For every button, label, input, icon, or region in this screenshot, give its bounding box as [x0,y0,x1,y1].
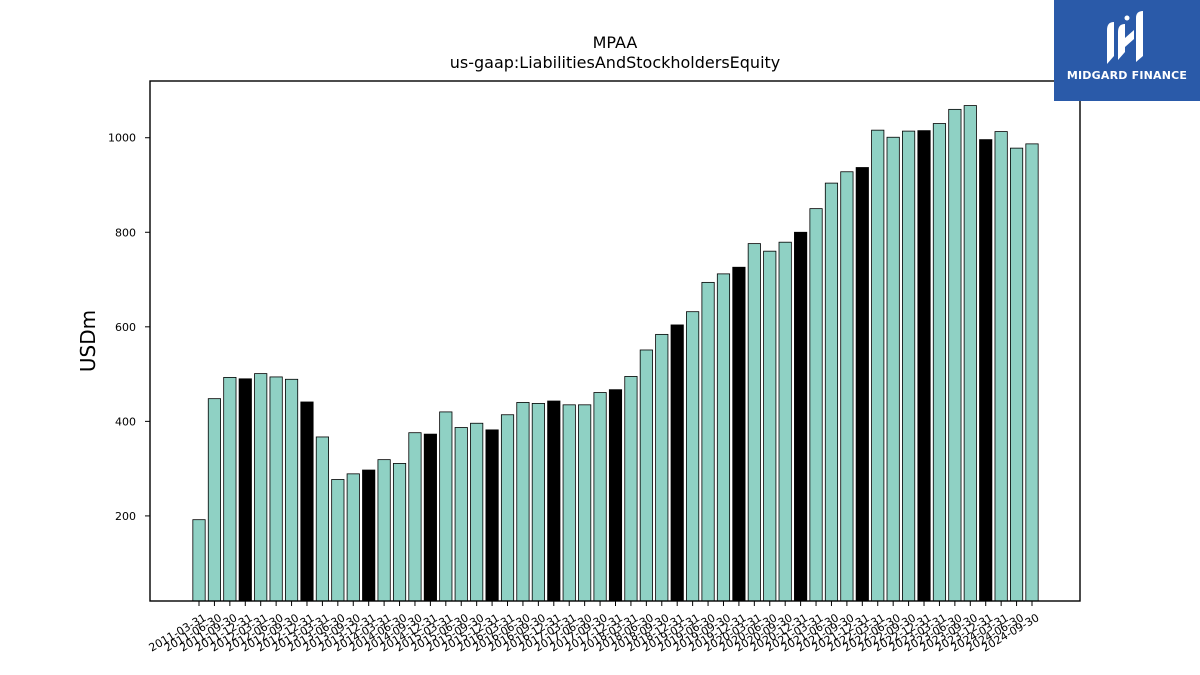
y-tick-label: 600 [115,321,136,334]
y-axis-ticks: 200 400 600 800 1000 [108,132,150,523]
bar-2018-12-31 [670,324,684,602]
bar-2024-09-30 [1025,143,1039,602]
bar-2017-09-30 [593,392,607,602]
bar-2021-12-31 [855,167,869,602]
bar-2016-06-30 [516,402,530,602]
bar-2013-03-31 [315,436,329,602]
bar-2021-09-30 [840,171,854,602]
y-axis-label: USDm [76,310,100,372]
bar-2015-03-31 [439,411,453,602]
y-tick-label: 800 [115,226,136,239]
bar-2022-03-31 [871,129,885,602]
logo-text: MIDGARD FINANCE [1066,69,1188,82]
bar-2016-09-30 [531,402,545,602]
bar-2018-03-31 [624,376,638,602]
bar-2019-06-30 [701,281,715,602]
bar-2021-03-31 [809,208,823,602]
bar-2024-06-30 [1010,147,1024,602]
bar-2015-09-30 [470,422,484,602]
y-tick-label: 1000 [108,132,136,145]
bar-2014-06-30 [392,463,407,602]
bar-2022-09-30 [902,130,916,602]
bar-2020-12-31 [794,231,808,602]
bar-2013-06-30 [331,479,345,602]
bar-2024-03-31 [994,131,1008,602]
bar-2020-03-31 [747,243,761,602]
bar-2017-12-31 [608,389,623,602]
bar-2014-09-30 [408,432,422,602]
bar-2023-12-31 [979,139,993,602]
bar-2013-12-31 [362,469,376,602]
bar-2020-09-30 [778,241,792,602]
bar-2012-03-31 [254,373,268,602]
bar-2014-03-31 [377,459,391,602]
midgard-finance-logo: MIDGARD FINANCE [1054,0,1200,101]
bar-2011-03-31 [192,519,206,602]
bar-2019-03-31 [686,311,700,602]
y-tick-label: 200 [115,510,136,523]
chart-title: MPAA [593,33,638,52]
bar-2012-09-30 [284,378,299,602]
bar-2014-12-31 [423,433,437,602]
bar-2016-12-31 [547,400,561,602]
bar-2020-06-30 [763,250,777,602]
bar-2011-06-30 [207,398,221,602]
x-axis-ticks: 2011-03-312011-06-302011-09-302011-12-31… [147,601,1042,654]
bar-2017-03-31 [562,404,576,602]
y-tick-label: 400 [115,415,136,428]
chart-subtitle: us-gaap:LiabilitiesAndStockholdersEquity [450,53,781,72]
bar-2019-12-31 [732,266,746,602]
bar-2018-06-30 [639,349,653,602]
bar-2012-06-30 [269,376,283,602]
bar-2023-03-31 [932,123,947,602]
bar-2012-12-31 [300,401,314,602]
bar-2023-09-30 [963,105,977,602]
plot-frame [149,80,1081,602]
bar-2011-09-30 [223,376,237,602]
bars-group [192,105,1039,602]
bar-2013-09-30 [346,473,360,602]
midgard-m-logo-icon [1107,11,1143,64]
bar-2016-03-31 [500,414,515,602]
bar-2022-06-30 [886,136,900,602]
bar-2015-12-31 [485,429,499,602]
bar-2018-09-30 [655,333,669,602]
bar-2021-06-30 [824,182,839,602]
bar-2015-06-30 [454,427,468,602]
bar-2023-06-30 [948,108,962,602]
bar-2017-06-30 [578,404,592,602]
bar-2019-09-30 [716,273,731,602]
bar-2022-12-31 [917,130,931,602]
bar-2011-12-31 [238,378,252,602]
